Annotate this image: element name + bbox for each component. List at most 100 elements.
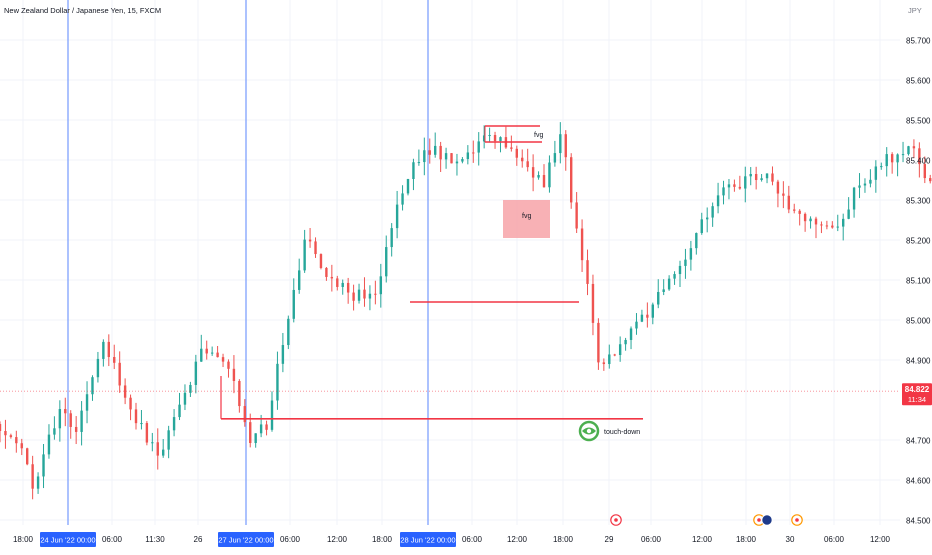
- candle-body: [330, 276, 334, 279]
- candle-body: [118, 362, 121, 386]
- candle-body: [869, 179, 872, 184]
- candle-body: [227, 361, 230, 369]
- candle-body: [80, 410, 83, 432]
- candle-body: [42, 454, 45, 477]
- date-badge-label: 28 Jun '22 00:00: [400, 536, 455, 545]
- y-tick-label: 85.400: [906, 157, 931, 166]
- candle-body: [113, 357, 116, 363]
- candle-body: [194, 361, 198, 385]
- date-badge-label: 27 Jun '22 00:00: [218, 536, 273, 545]
- candle-body: [754, 173, 758, 181]
- candle-body: [809, 218, 812, 222]
- y-tick-label: 85.500: [906, 117, 931, 126]
- candle-body: [923, 164, 926, 179]
- flag-icon[interactable]: [761, 514, 773, 526]
- candle-body: [776, 181, 780, 194]
- candle-body: [85, 394, 89, 411]
- candle-body: [564, 134, 567, 158]
- candle-body: [58, 409, 62, 429]
- candle-body: [178, 404, 181, 418]
- candle-body: [200, 348, 203, 362]
- candle-body: [907, 146, 910, 155]
- y-tick-label: 85.600: [906, 77, 931, 86]
- candle-body: [4, 430, 7, 436]
- candle-body: [341, 282, 344, 287]
- date-badge: [218, 532, 274, 547]
- candle-body: [47, 434, 51, 455]
- candle-body: [102, 341, 105, 359]
- date-badge: [400, 532, 456, 547]
- x-tick-label: 18:00: [372, 535, 393, 544]
- candle-body: [298, 270, 301, 290]
- event-dot-icon: [757, 518, 761, 522]
- fvg-zone-box[interactable]: [503, 200, 550, 238]
- x-tick-label: 06:00: [824, 535, 845, 544]
- candle-body: [0, 424, 2, 431]
- candle-body: [684, 259, 687, 266]
- candle-body: [31, 464, 34, 489]
- candle-body: [521, 157, 524, 162]
- candle-body: [134, 409, 138, 424]
- candle-body: [417, 162, 421, 164]
- candle-body: [624, 339, 627, 345]
- x-tick-label: 12:00: [870, 535, 891, 544]
- candle-body: [901, 154, 905, 156]
- candle-body: [216, 352, 219, 358]
- candle-body: [918, 148, 921, 165]
- y-tick-label: 85.700: [906, 37, 931, 46]
- y-tick-label: 85.000: [906, 317, 931, 326]
- x-tick-label: 29: [605, 535, 614, 544]
- candle-body: [379, 276, 382, 295]
- candle-body: [798, 210, 801, 214]
- drawings[interactable]: fvg fvg touch-down: [0, 125, 900, 442]
- candle-body: [863, 183, 867, 186]
- candle-body: [69, 413, 72, 427]
- candle-body: [537, 175, 540, 178]
- candle-body: [281, 345, 285, 364]
- x-tick-label: 12:00: [692, 535, 713, 544]
- candle-body: [890, 154, 894, 163]
- candle-body: [205, 348, 208, 354]
- touch-down-label: touch-down: [604, 429, 640, 436]
- candle-body: [695, 233, 698, 249]
- candle-body: [787, 195, 790, 210]
- candle-body: [221, 357, 225, 362]
- x-tick-label: 06:00: [462, 535, 483, 544]
- candle-body: [390, 228, 393, 248]
- candle-body: [156, 442, 159, 456]
- candle-body: [325, 267, 328, 277]
- candle-body: [428, 150, 431, 155]
- candle-body: [646, 314, 649, 318]
- candle-body: [270, 400, 274, 430]
- x-tick-label: 26: [194, 535, 203, 544]
- candle-body: [232, 368, 236, 381]
- candle-body: [36, 476, 40, 489]
- candle-body: [597, 322, 600, 363]
- candle-body: [439, 145, 442, 160]
- candle-body: [608, 354, 611, 365]
- y-tick-label: 84.600: [906, 477, 931, 486]
- candle-body: [618, 344, 622, 356]
- candle-body: [831, 225, 834, 228]
- candle-body: [303, 239, 306, 271]
- x-tick-label: 11:30: [145, 535, 165, 544]
- date-badge-label: 24 Jun '22 00:00: [40, 536, 95, 545]
- candle-body: [635, 321, 638, 329]
- candle-body: [575, 202, 578, 229]
- candle-body: [651, 304, 654, 318]
- candle-body: [493, 135, 497, 142]
- candle-body: [276, 363, 279, 401]
- candle-body: [591, 283, 595, 323]
- candle-body: [825, 225, 829, 227]
- candle-body: [9, 435, 13, 438]
- candle-body: [553, 153, 557, 163]
- candle-body: [542, 175, 546, 188]
- candle-body: [711, 206, 714, 218]
- y-tick-label: 84.700: [906, 437, 931, 446]
- candle-body: [738, 186, 742, 189]
- candle-body: [172, 417, 176, 431]
- candle-body: [515, 148, 518, 158]
- candle-body: [559, 134, 562, 154]
- candle-body: [395, 204, 399, 229]
